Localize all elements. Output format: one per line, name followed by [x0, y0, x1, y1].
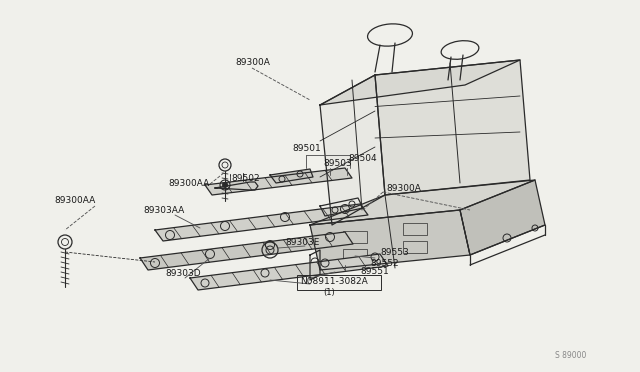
- Text: 89504: 89504: [348, 154, 376, 163]
- Polygon shape: [310, 180, 535, 225]
- Text: 89501: 89501: [292, 144, 321, 153]
- Text: 89300AA: 89300AA: [168, 179, 209, 187]
- Bar: [343, 231, 367, 243]
- Polygon shape: [270, 169, 313, 183]
- Polygon shape: [155, 204, 368, 241]
- Text: 89300A: 89300A: [235, 58, 270, 67]
- Polygon shape: [190, 254, 388, 290]
- Text: 89303D: 89303D: [165, 269, 200, 279]
- Polygon shape: [460, 180, 545, 255]
- Text: 89553: 89553: [380, 247, 409, 257]
- Polygon shape: [320, 60, 520, 105]
- Polygon shape: [140, 232, 353, 270]
- Text: (1): (1): [323, 288, 335, 296]
- Bar: [403, 223, 427, 235]
- Polygon shape: [320, 75, 385, 225]
- Polygon shape: [310, 210, 470, 270]
- Bar: [403, 241, 427, 253]
- Polygon shape: [205, 168, 352, 195]
- Text: 89502: 89502: [231, 173, 260, 183]
- Text: 89300AA: 89300AA: [54, 196, 95, 205]
- Text: 89303E: 89303E: [285, 237, 319, 247]
- Text: 89552: 89552: [370, 260, 399, 269]
- Polygon shape: [375, 60, 530, 195]
- Text: 89551: 89551: [360, 267, 388, 276]
- Text: 89300A: 89300A: [386, 183, 421, 192]
- Text: N08911-3082A: N08911-3082A: [300, 278, 368, 286]
- Text: S 89000: S 89000: [555, 350, 586, 359]
- Bar: [343, 249, 367, 261]
- Text: 89503: 89503: [323, 158, 352, 167]
- Circle shape: [223, 183, 227, 187]
- Text: 89303AA: 89303AA: [143, 205, 184, 215]
